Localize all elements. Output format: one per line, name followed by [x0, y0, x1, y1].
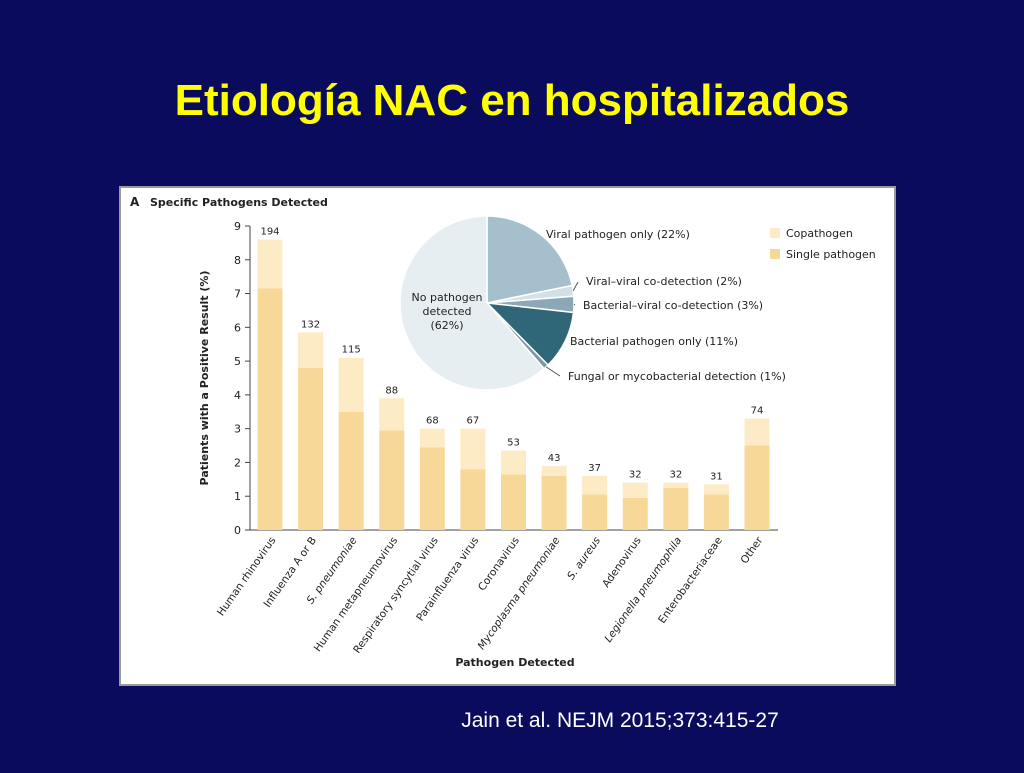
count-label: 115: [342, 345, 361, 356]
chart-title: Specific Pathogens Detected: [150, 196, 328, 209]
bar-segment: [582, 475, 608, 495]
bar-segment: [703, 494, 729, 530]
count-label: 194: [260, 227, 279, 238]
y-tick-label: 3: [234, 423, 241, 436]
pie-label: Bacterial–viral co-detection (3%): [583, 299, 763, 312]
y-tick-label: 0: [234, 524, 241, 537]
bar-segment: [663, 482, 689, 488]
bar-segment: [379, 430, 405, 530]
leader-line: [572, 281, 579, 292]
leader-line: [545, 366, 561, 377]
citation: Jain et al. NEJM 2015;373:415-27: [461, 709, 779, 732]
pie-label: (62%): [430, 319, 463, 332]
pie-label: detected: [423, 305, 472, 318]
count-label: 88: [385, 385, 398, 396]
bar-segment: [703, 484, 729, 495]
count-label: 43: [548, 453, 561, 464]
bar-segment: [338, 357, 364, 412]
bar-segment: [379, 398, 405, 431]
y-tick-label: 5: [234, 355, 241, 368]
bar-segment: [663, 487, 689, 530]
count-label: 37: [588, 463, 601, 474]
pie-label: Viral pathogen only (22%): [546, 228, 690, 241]
y-tick-label: 8: [234, 254, 241, 267]
bar-segment: [744, 445, 770, 530]
count-label: 132: [301, 319, 320, 330]
count-label: 68: [426, 416, 439, 427]
count-label: 31: [710, 471, 723, 482]
pie-label: Viral–viral co-detection (2%): [586, 275, 742, 288]
bar-segment: [501, 450, 526, 475]
leader-line: [573, 303, 576, 306]
bar-segment: [622, 482, 648, 498]
panel-label: A: [130, 195, 140, 209]
bar-segment: [460, 469, 486, 530]
pie-label: Fungal or mycobacterial detection (1%): [568, 370, 786, 383]
y-tick-label: 6: [234, 321, 241, 334]
count-label: 74: [751, 406, 764, 417]
y-tick-label: 9: [234, 220, 241, 233]
count-label: 67: [467, 416, 480, 427]
count-label: 53: [507, 438, 520, 449]
pie-label: No pathogen: [412, 291, 483, 304]
bar-segment: [541, 475, 567, 530]
bar-segment: [257, 288, 283, 530]
y-tick-label: 1: [234, 490, 241, 503]
bar-segment: [298, 332, 324, 368]
bar-segment: [622, 497, 648, 530]
bar-segment: [582, 494, 608, 530]
legend-label: Single pathogen: [786, 248, 876, 261]
legend-swatch: [770, 228, 780, 238]
pie-slice: [399, 215, 546, 391]
y-tick-label: 4: [234, 389, 241, 402]
count-label: 32: [669, 470, 682, 481]
x-axis-label: Pathogen Detected: [455, 656, 574, 669]
legend-swatch: [770, 249, 780, 259]
bar-segment: [419, 447, 445, 530]
bar-segment: [501, 474, 526, 530]
legend-label: Copathogen: [786, 227, 853, 240]
bar-segment: [460, 428, 486, 470]
slide-title: Etiología NAC en hospitalizados: [175, 76, 850, 125]
bar-segment: [257, 239, 283, 289]
bar-segment: [298, 367, 324, 530]
y-axis-label: Patients with a Positive Result (%): [198, 271, 211, 486]
y-tick-label: 2: [234, 456, 241, 469]
pie-slice: [486, 215, 574, 304]
y-tick-label: 7: [234, 288, 241, 301]
bar-segment: [744, 418, 770, 446]
bar-segment: [338, 411, 364, 530]
count-label: 32: [629, 470, 642, 481]
pie-label: Bacterial pathogen only (11%): [570, 335, 738, 348]
bar-segment: [541, 465, 567, 476]
bar-segment: [419, 428, 445, 448]
